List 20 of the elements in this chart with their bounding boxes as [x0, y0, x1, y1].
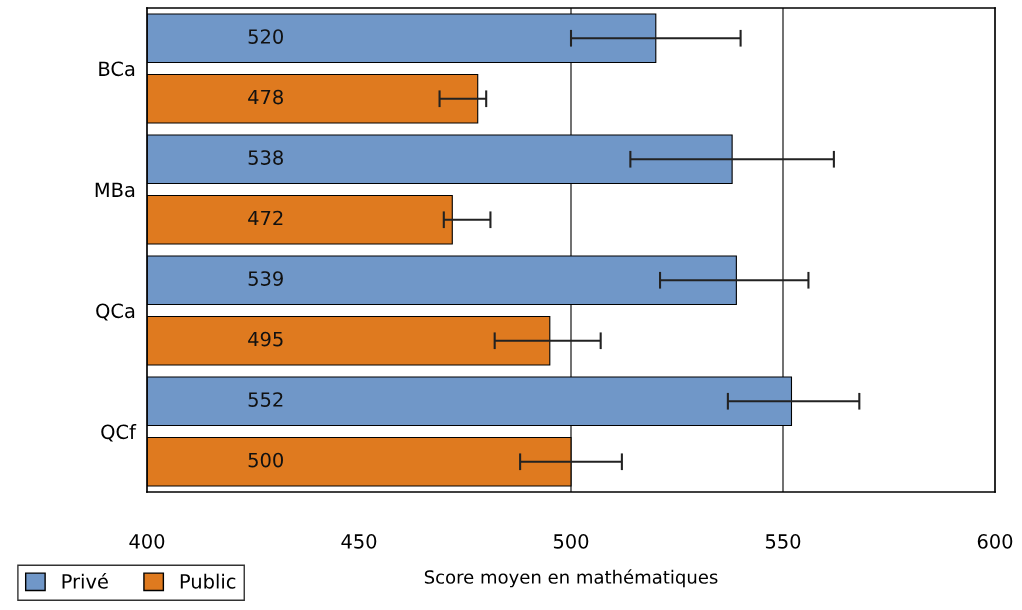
y-tick-label: QCf	[101, 424, 137, 442]
y-tick-label: BCa	[99, 61, 135, 77]
data-label: 520	[248, 29, 283, 44]
x-axis-title: Score moyen en mathématiques	[424, 569, 718, 588]
y-tick-label: QCa	[96, 303, 135, 321]
y-tick-label: MBa	[95, 182, 135, 198]
data-label: 539	[248, 271, 283, 286]
data-label: 538	[248, 150, 283, 165]
x-tick-label: 550	[765, 534, 801, 549]
data-label: 478	[248, 89, 283, 105]
legend-label: Privé	[62, 572, 108, 589]
x-tick-label: 500	[553, 534, 589, 549]
legend-label: Public	[180, 573, 236, 589]
x-tick-label: 600	[977, 534, 1013, 549]
data-label: 472	[248, 210, 283, 226]
data-label: 552	[248, 392, 283, 407]
data-label: 500	[248, 452, 283, 468]
x-tick-label: 400	[129, 534, 165, 549]
x-tick-label: 450	[341, 534, 377, 549]
data-label: 495	[248, 331, 283, 347]
